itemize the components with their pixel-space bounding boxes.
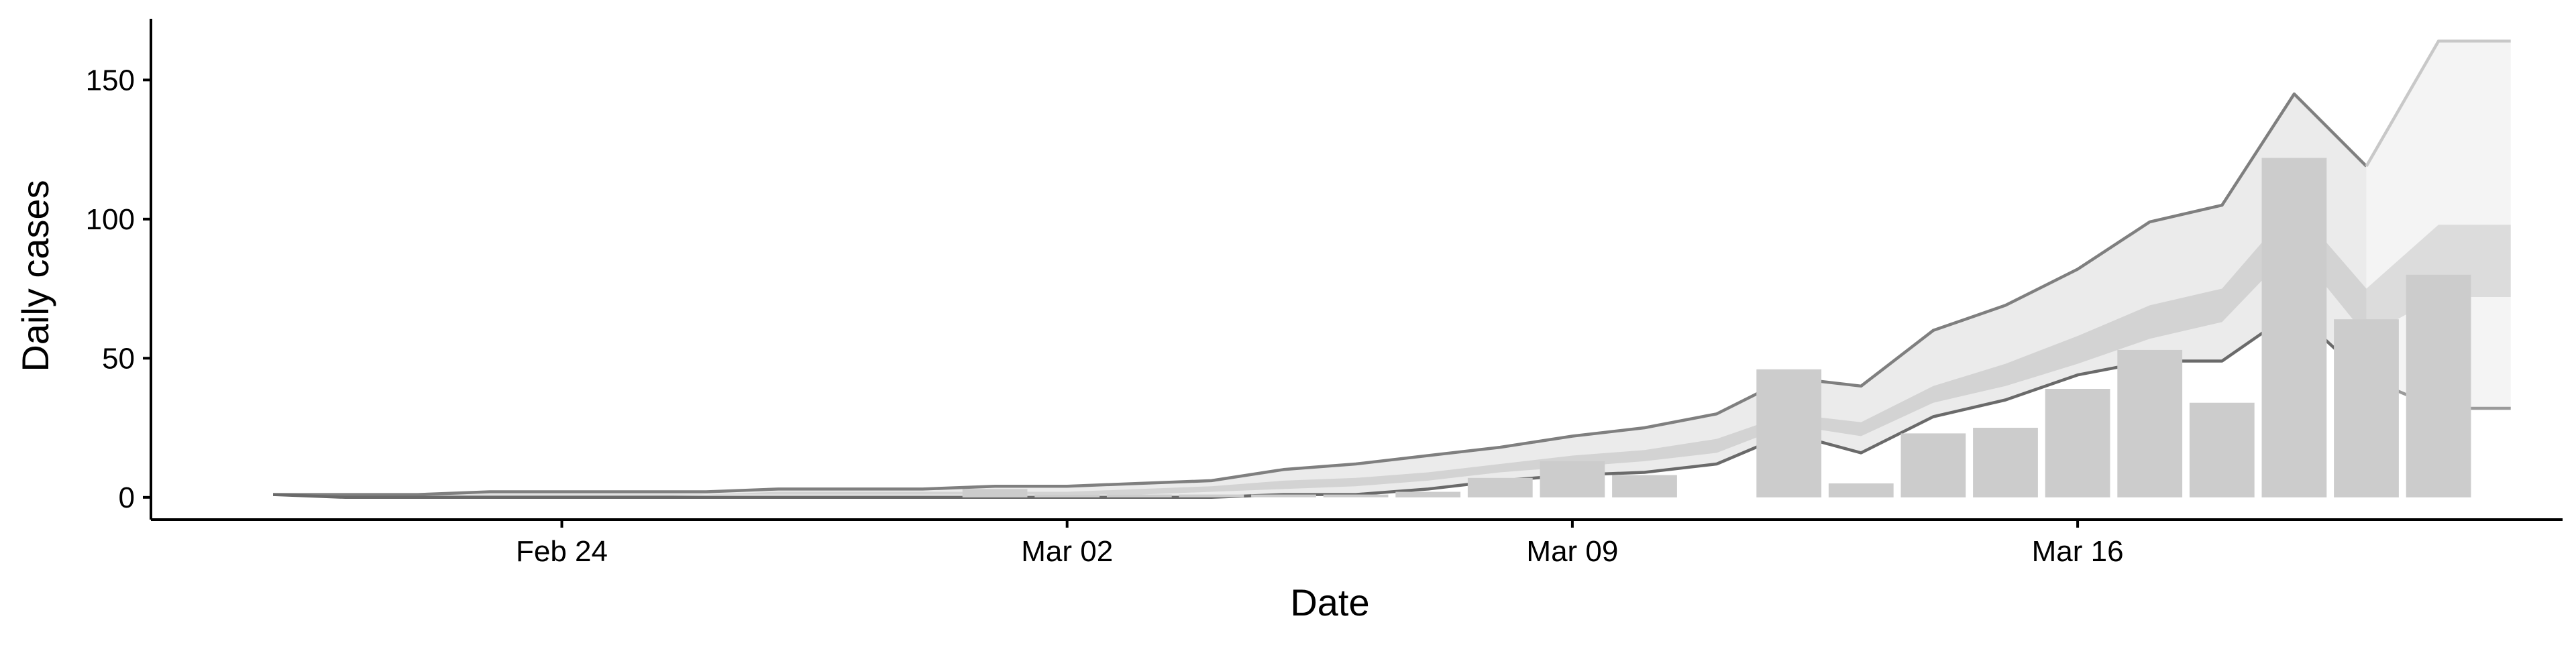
case-bar <box>2261 158 2327 497</box>
case-bar <box>1251 494 1316 497</box>
case-bar <box>1973 428 2038 497</box>
case-bar <box>1612 475 1677 497</box>
case-bar <box>1106 494 1172 497</box>
y-tick-label: 150 <box>86 64 135 97</box>
x-tick-label: Mar 09 <box>1526 535 1618 568</box>
case-bar <box>2334 319 2399 497</box>
x-axis-ticks: Feb 24 Mar 02 Mar 09 Mar 16 <box>516 520 2124 568</box>
upper-bound-line-forecast <box>2365 39 2511 168</box>
y-axis-title: Daily cases <box>14 180 56 371</box>
upper-bound-line <box>273 92 2368 496</box>
case-bar <box>1828 483 1894 497</box>
case-bar <box>1756 369 1822 497</box>
x-tick-label: Feb 24 <box>516 535 608 568</box>
observed-bars <box>962 158 2471 497</box>
x-tick-label: Mar 02 <box>1021 535 1113 568</box>
ribbon-90-observed <box>273 94 2367 497</box>
y-tick-label: 0 <box>119 481 135 514</box>
case-bar <box>2189 402 2255 497</box>
case-bar <box>1034 494 1100 497</box>
case-bar <box>1395 491 1461 497</box>
case-bar <box>2117 349 2183 497</box>
y-tick-label: 100 <box>86 203 135 236</box>
lower-bound-line <box>273 309 2368 499</box>
case-bar <box>2406 274 2471 497</box>
case-bar <box>1540 461 1605 497</box>
case-bar <box>1323 494 1389 497</box>
case-bar <box>1900 433 1966 497</box>
axes <box>150 19 2563 521</box>
case-bar <box>2045 389 2110 497</box>
ribbon-50-observed <box>273 205 2367 497</box>
y-axis-ticks: 0 50 100 150 <box>86 64 151 514</box>
case-bar <box>962 489 1028 497</box>
case-bar <box>1467 477 1533 497</box>
x-tick-label: Mar 16 <box>2032 535 2124 568</box>
y-tick-label: 50 <box>102 342 135 375</box>
x-axis-title: Date <box>1290 581 1369 624</box>
case-bar <box>1179 494 1244 497</box>
